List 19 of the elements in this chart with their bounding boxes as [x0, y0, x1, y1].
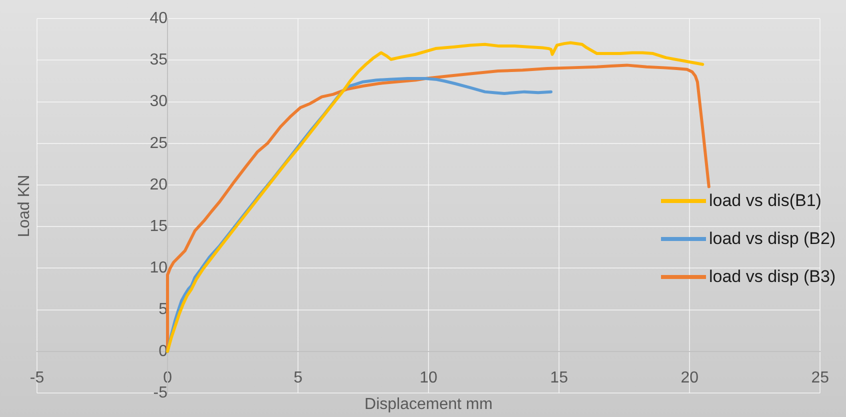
legend-label: load vs disp (B3)	[709, 266, 836, 287]
x-tick-label: 10	[420, 369, 438, 386]
x-tick-label: 20	[680, 369, 699, 386]
legend-label: load vs disp (B2)	[709, 228, 836, 249]
x-tick-label: 25	[811, 369, 830, 386]
y-tick-label: 20	[150, 176, 168, 194]
y-tick-label: 15	[150, 218, 168, 236]
y-tick-label: 10	[150, 260, 168, 277]
y-axis-title: Load KN	[16, 174, 34, 237]
y-tick-label: 40	[150, 10, 168, 28]
x-axis-title: Displacement mm	[364, 396, 493, 414]
y-tick-label: 25	[150, 134, 168, 152]
y-tick-label: 35	[150, 52, 168, 69]
x-tick-label: 15	[550, 369, 568, 386]
y-tick-label: 30	[150, 93, 168, 110]
legend-label: load vs dis(B1)	[709, 190, 822, 211]
y-tick-label: -5	[153, 384, 168, 402]
x-tick-label: 5	[294, 369, 303, 386]
x-tick-label: -5	[30, 369, 44, 386]
